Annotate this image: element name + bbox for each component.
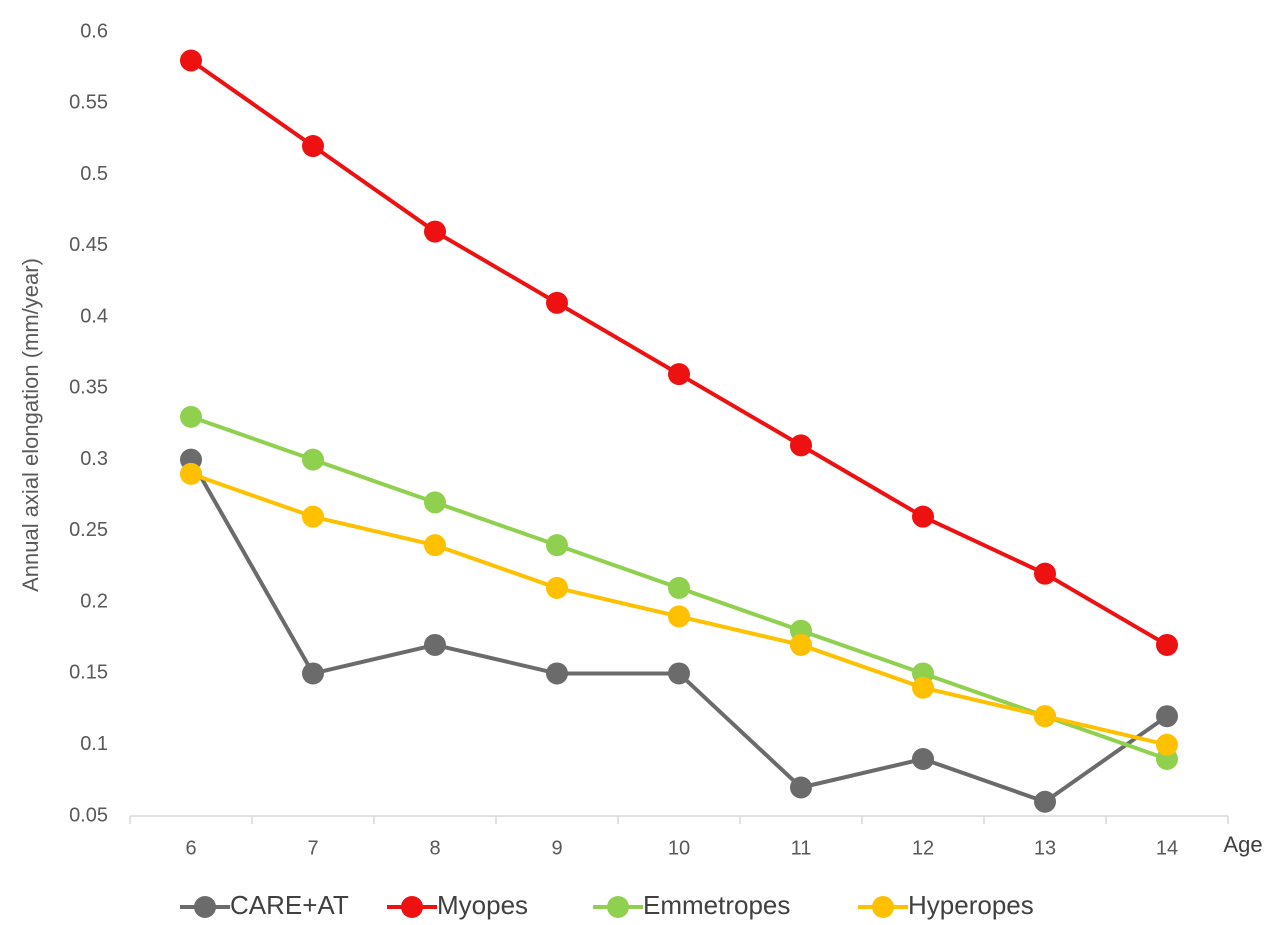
data-point [668,605,690,628]
data-point [302,505,324,528]
data-point [180,49,202,72]
y-tick-label: 0.15 [69,662,108,684]
y-tick-label: 0.6 [80,20,108,42]
data-point [912,505,934,528]
x-tick-label: 14 [1156,837,1178,859]
y-tick-label: 0.5 [80,163,108,185]
data-point [1156,705,1178,728]
data-point [180,462,202,485]
x-axis-label: Age [1223,832,1262,857]
data-point [302,662,324,685]
legend-label: CARE+AT [230,890,349,920]
x-tick-label: 11 [791,837,812,859]
y-tick-label: 0.4 [80,305,108,327]
data-point [546,534,568,557]
data-point [424,534,446,557]
data-point [546,576,568,599]
data-point [424,633,446,656]
y-tick-label: 0.55 [69,92,108,114]
y-tick-label: 0.1 [80,733,108,755]
data-point [424,220,446,243]
x-tick-label: 6 [185,837,196,859]
data-point [1034,562,1056,585]
data-point [1156,733,1178,756]
legend-marker [607,896,629,918]
data-point [668,662,690,685]
data-point [668,363,690,386]
x-tick-label: 13 [1034,837,1056,859]
y-axis-label: Annual axial elongation (mm/year) [18,258,43,592]
legend-marker [401,896,423,918]
legend-label: Emmetropes [643,890,790,920]
data-point [546,662,568,685]
data-point [912,676,934,699]
data-point [180,405,202,428]
data-point [1156,633,1178,656]
legend-label: Myopes [437,890,528,920]
series-line [189,458,1169,804]
x-tick-label: 8 [429,837,440,859]
data-point [424,491,446,514]
data-point [302,448,324,471]
y-tick-label: 0.05 [69,804,108,826]
data-point [790,633,812,656]
y-tick-label: 0.3 [80,448,108,470]
data-point [790,776,812,799]
data-point [790,434,812,457]
data-point [1034,705,1056,728]
series-line [189,58,1169,647]
y-tick-label: 0.25 [69,519,108,541]
x-tick-label: 7 [307,837,318,859]
y-tick-label: 0.2 [80,590,108,612]
x-tick-label: 10 [668,837,690,859]
data-point [546,291,568,314]
legend-marker [194,896,216,918]
legend-marker [872,896,894,918]
x-tick-label: 12 [912,837,934,859]
data-point [302,135,324,158]
data-point [912,747,934,770]
y-tick-label: 0.35 [69,377,108,399]
x-tick-label: 9 [551,837,562,859]
data-point [1034,790,1056,813]
data-point [668,576,690,599]
y-tick-label: 0.45 [69,234,108,256]
legend-label: Hyperopes [908,890,1034,920]
